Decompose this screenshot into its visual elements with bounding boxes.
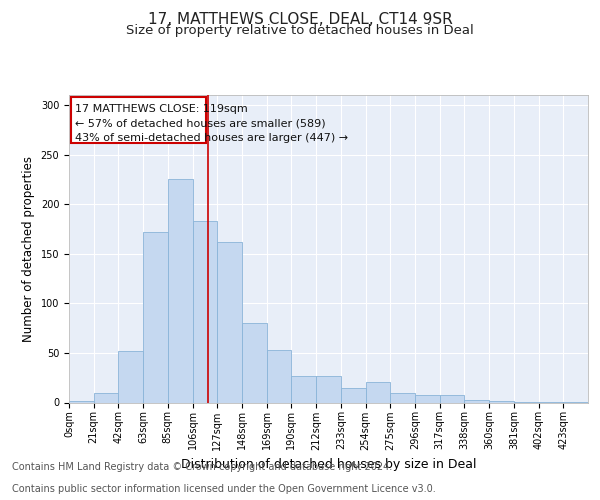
Bar xyxy=(168,180,193,402)
Text: Contains HM Land Registry data © Crown copyright and database right 2024.: Contains HM Land Registry data © Crown c… xyxy=(12,462,392,472)
Bar xyxy=(143,232,168,402)
Bar xyxy=(193,221,217,402)
Text: Size of property relative to detached houses in Deal: Size of property relative to detached ho… xyxy=(126,24,474,37)
Bar xyxy=(390,392,415,402)
Bar xyxy=(415,394,440,402)
Bar xyxy=(217,242,242,402)
Bar xyxy=(267,350,292,403)
Text: ← 57% of detached houses are smaller (589): ← 57% of detached houses are smaller (58… xyxy=(74,118,325,128)
Bar xyxy=(292,376,316,402)
Bar xyxy=(341,388,365,402)
Text: 43% of semi-detached houses are larger (447) →: 43% of semi-detached houses are larger (… xyxy=(74,132,348,142)
Bar xyxy=(118,351,143,403)
Bar xyxy=(94,392,118,402)
Text: Contains public sector information licensed under the Open Government Licence v3: Contains public sector information licen… xyxy=(12,484,436,494)
Bar xyxy=(365,382,390,402)
Bar xyxy=(464,400,489,402)
Bar xyxy=(242,323,267,402)
X-axis label: Distribution of detached houses by size in Deal: Distribution of detached houses by size … xyxy=(181,458,476,471)
Bar xyxy=(489,400,514,402)
Bar xyxy=(69,400,94,402)
Bar xyxy=(71,97,206,142)
Text: 17, MATTHEWS CLOSE, DEAL, CT14 9SR: 17, MATTHEWS CLOSE, DEAL, CT14 9SR xyxy=(148,12,452,28)
Y-axis label: Number of detached properties: Number of detached properties xyxy=(22,156,35,342)
Bar xyxy=(440,394,464,402)
Bar xyxy=(316,376,341,402)
Text: 17 MATTHEWS CLOSE: 119sqm: 17 MATTHEWS CLOSE: 119sqm xyxy=(74,104,247,114)
